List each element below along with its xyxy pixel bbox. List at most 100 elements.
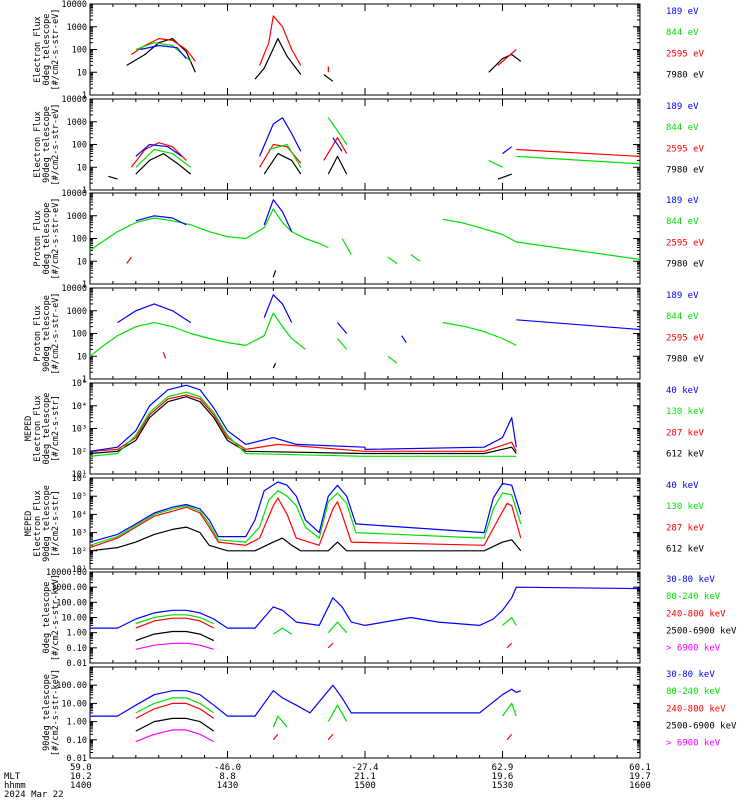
series-line	[387, 355, 398, 364]
bottom-tick-label: -46.0	[214, 763, 241, 773]
plot-frame	[89, 571, 641, 664]
series-line	[327, 704, 348, 722]
series-line	[327, 621, 348, 634]
y-axis-label: 90deg telescope	[42, 106, 52, 183]
plot-frame	[89, 3, 641, 96]
bottom-tick-label: 1400	[70, 781, 92, 791]
bottom-tick-label: 19.6	[492, 772, 514, 782]
series-line	[135, 642, 214, 650]
y-axis-label: 0deg telescope	[42, 582, 52, 654]
series-line	[135, 697, 215, 714]
y-tick-label: 1000	[67, 23, 87, 33]
series-line	[263, 199, 293, 232]
y-tick-label: 10	[77, 163, 87, 173]
y-tick-label: 100	[72, 235, 87, 245]
legend-entry: 240-800 keV	[666, 609, 726, 619]
series-line	[488, 53, 522, 73]
series-line	[272, 715, 288, 728]
series-line	[135, 717, 215, 732]
series-line	[323, 137, 348, 161]
legend-entry: 287 keV	[666, 523, 705, 533]
series-line	[89, 391, 517, 457]
series-line	[272, 270, 277, 278]
y-axis-label: [#/cm2-s-str-eV]	[51, 293, 61, 375]
series-line	[502, 702, 517, 717]
y-axis-label: MEPED	[24, 511, 34, 537]
y-axis-label: Electron Flux	[33, 395, 43, 462]
y-tick-label: 10000	[61, 0, 87, 10]
y-tick-label: 10	[77, 257, 87, 267]
series-line	[516, 148, 641, 157]
legend-entry: 30-80 keV	[666, 575, 715, 585]
series-line	[442, 218, 641, 260]
y-axis-label: Proton Flux	[33, 210, 43, 266]
series-line	[135, 143, 183, 157]
y-tick-label: 10⁵	[72, 379, 87, 389]
series-line	[387, 256, 398, 264]
bottom-tick-label: -27.4	[351, 763, 378, 773]
series-line	[126, 256, 132, 264]
bottom-tick-label: 1600	[629, 781, 651, 791]
y-axis-label: 90deg telescope	[42, 674, 52, 751]
legend-entry: 2500-6900 keV	[666, 627, 737, 637]
legend-entry: 30-80 keV	[666, 670, 715, 680]
series-line	[135, 702, 215, 719]
y-tick-label: 100	[72, 330, 87, 340]
series-line	[135, 153, 192, 175]
y-tick-label: 10.00	[61, 614, 87, 624]
series-line	[341, 238, 352, 255]
legend-entry: 130 keV	[666, 407, 705, 417]
y-tick-label: 0.01	[67, 754, 87, 764]
y-axis-label: MEPED	[24, 416, 34, 442]
series-line	[488, 159, 503, 168]
legend-entry: 2595 eV	[666, 333, 705, 343]
y-axis-label: 90deg telescope	[42, 295, 52, 372]
series-line	[442, 322, 517, 346]
y-tick-label: 10²	[72, 547, 87, 557]
series-line	[323, 74, 334, 82]
legend-entry: 612 keV	[666, 449, 705, 459]
y-tick-label: 1000	[67, 118, 87, 128]
series-line	[90, 586, 641, 629]
series-line	[327, 155, 348, 175]
series-line	[337, 338, 348, 350]
y-tick-label: 1	[82, 186, 87, 196]
legend-entry: 7980 eV	[666, 165, 705, 175]
legend-entry: 287 keV	[666, 428, 705, 438]
legend-entry: 189 eV	[666, 196, 699, 206]
series-line	[337, 322, 348, 334]
series-line	[259, 117, 302, 157]
y-tick-label: 100.00	[56, 681, 87, 691]
y-tick-label: 10³	[72, 529, 87, 539]
series-line	[89, 481, 522, 543]
y-tick-label: 1	[82, 375, 87, 385]
bottom-tick-label: 10.2	[70, 772, 92, 782]
y-axis-label: Proton Flux	[33, 305, 43, 361]
series-line	[117, 303, 192, 324]
legend-entry: 844 eV	[666, 312, 699, 322]
legend-entry: 2595 eV	[666, 144, 705, 154]
series-line	[89, 394, 517, 452]
bottom-row-name: hhmm	[4, 781, 26, 791]
series-line	[502, 616, 517, 626]
legend-entry: 40 keV	[666, 481, 699, 491]
plot-frame	[89, 477, 641, 570]
y-axis-label: 0deg telescope	[42, 203, 52, 275]
y-tick-label: 10⁶	[72, 474, 87, 484]
series-line	[89, 526, 522, 552]
y-axis-label: 0deg telescope	[42, 14, 52, 86]
series-line	[332, 137, 343, 152]
y-tick-label: 0.01	[67, 659, 87, 669]
y-tick-label: 10⁴	[72, 510, 87, 520]
y-tick-label: 10¹	[72, 470, 87, 480]
plot-frame	[89, 192, 641, 285]
series-line	[506, 733, 513, 741]
bottom-tick-label: 59.0	[70, 763, 92, 773]
y-axis-label: [#/cm2-s-str-keV]	[51, 574, 61, 661]
y-axis-label: [#/cm2-s-str-eV]	[51, 9, 61, 91]
series-line	[272, 627, 293, 635]
series-line	[130, 142, 187, 168]
series-line	[497, 173, 512, 180]
y-axis-label: [#/cm2-s-str]	[51, 395, 61, 462]
series-line	[272, 362, 277, 369]
